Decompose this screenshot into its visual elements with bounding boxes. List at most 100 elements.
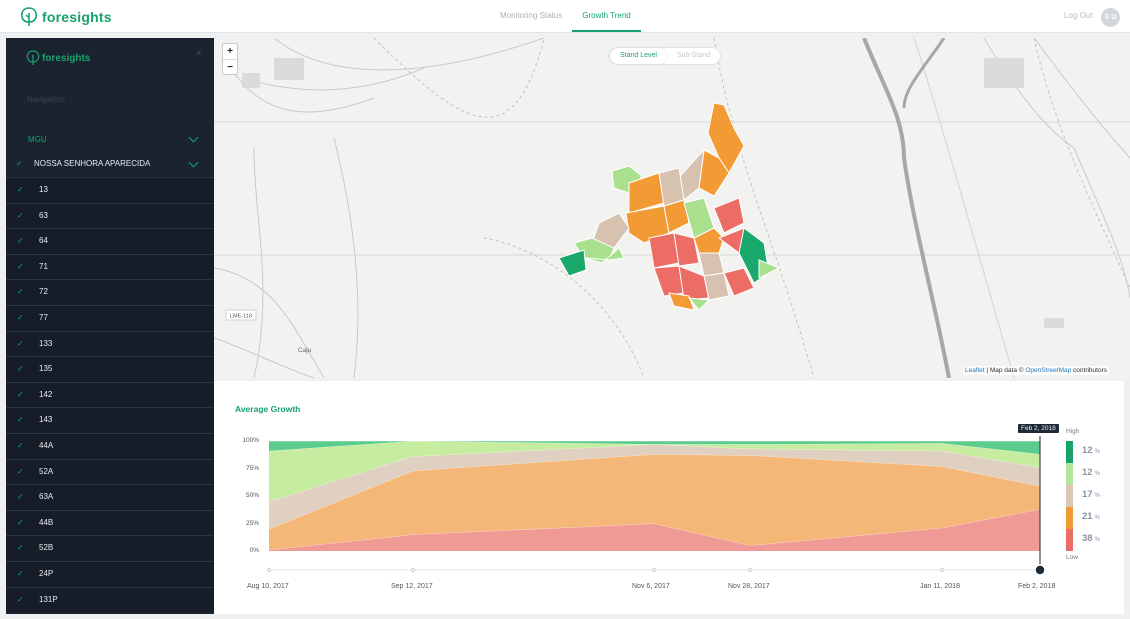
stand-list: ✓ 13 ✓ 63 ✓ 64 ✓ 71 ✓ 72 ✓ 77 ✓ 133 ✓ 135 ✓ 142 ✓ 143 ✓ 44A ✓ 5… xyxy=(6,177,214,613)
sidebar-item-131p[interactable]: ✓ 131P xyxy=(6,586,214,613)
mgu-dropdown[interactable]: MGU xyxy=(6,131,214,147)
check-icon: ✓ xyxy=(17,185,24,194)
legend-percent-0: 12% xyxy=(1082,445,1100,456)
legend-swatch-2 xyxy=(1066,485,1073,507)
sidebar-close-icon[interactable]: × xyxy=(196,48,202,58)
legend-swatch-0 xyxy=(1066,441,1073,463)
sidebar-item-13[interactable]: ✓ 13 xyxy=(6,177,214,203)
tree-logo-icon xyxy=(26,50,40,65)
sidebar-item-44b[interactable]: ✓ 44B xyxy=(6,509,214,536)
sidebar-item-label: 64 xyxy=(39,236,48,246)
sidebar-item-135[interactable]: ✓ 135 xyxy=(6,356,214,382)
zoom-in-button[interactable]: + xyxy=(227,46,233,57)
sidebar-item-44a[interactable]: ✓ 44A xyxy=(6,432,214,459)
sidebar: foresights × Navigation MGU ✓ NOSSA SENH… xyxy=(6,38,214,614)
sub-stand-option[interactable]: Sub-Stand xyxy=(676,52,711,59)
sidebar-item-64[interactable]: ✓ 64 xyxy=(6,228,214,254)
sidebar-item-label: 44B xyxy=(39,517,54,527)
check-icon: ✓ xyxy=(17,364,24,374)
mgu-label: MGU xyxy=(28,135,47,144)
legend-high-label: High xyxy=(1066,428,1080,435)
top-tabs: Monitoring Status Growth Trend xyxy=(490,0,641,32)
sidebar-item-143[interactable]: ✓ 143 xyxy=(6,407,214,433)
sidebar-item-label: 63A xyxy=(39,492,54,502)
osm-link[interactable]: OpenStreetMap xyxy=(1025,367,1072,374)
chevron-down-icon xyxy=(188,157,199,168)
legend-percent-unit: % xyxy=(1094,471,1100,477)
tab-growth-trend[interactable]: Growth Trend xyxy=(572,0,641,32)
tab-monitoring-status[interactable]: Monitoring Status xyxy=(500,11,563,20)
x-tick-label: Nov 6, 2017 xyxy=(632,583,670,590)
sidebar-item-77[interactable]: ✓ 77 xyxy=(6,304,214,331)
y-tick-label: 75% xyxy=(245,464,259,472)
x-tick-label: Feb 2, 2018 xyxy=(1018,583,1056,590)
area-chart xyxy=(266,436,1073,576)
area-series-1 xyxy=(269,454,1040,550)
check-icon: ✓ xyxy=(17,440,24,450)
attribution-text: | Map data © xyxy=(984,367,1026,374)
timeline-point[interactable] xyxy=(410,567,416,573)
legend-percent-unit: % xyxy=(1094,537,1100,543)
logout-link[interactable]: Log Out xyxy=(1064,11,1093,20)
x-tick-label: Nov 28, 2017 xyxy=(728,583,770,590)
sidebar-item-label: 52B xyxy=(39,543,54,553)
check-icon: ✓ xyxy=(17,389,24,399)
map-attribution: Leaflet | Map data © OpenStreetMap contr… xyxy=(963,366,1110,375)
legend-swatch-1 xyxy=(1066,463,1073,485)
zoom-out-button[interactable]: − xyxy=(223,59,237,74)
timeline-point[interactable] xyxy=(266,567,272,573)
sidebar-item-52a[interactable]: ✓ 52A xyxy=(6,458,214,485)
sidebar-item-label: 143 xyxy=(39,415,53,425)
tree-logo-icon xyxy=(20,6,38,26)
sidebar-item-63a[interactable]: ✓ 63A xyxy=(6,484,214,510)
top-bar: foresights Monitoring Status Growth Tren… xyxy=(0,0,1130,33)
sidebar-item-63[interactable]: ✓ 63 xyxy=(6,202,214,229)
sidebar-item-label: 13 xyxy=(39,185,48,194)
sidebar-item-label: 63 xyxy=(39,210,48,220)
timeline-point[interactable] xyxy=(651,567,657,573)
x-tick-label: Jan 11, 2018 xyxy=(920,583,960,590)
sidebar-item-71[interactable]: ✓ 71 xyxy=(6,253,214,280)
navigation-heading: Navigation xyxy=(27,95,65,104)
legend-percent-4: 38% xyxy=(1082,533,1100,544)
sidebar-item-142[interactable]: ✓ 142 xyxy=(6,381,214,408)
farm-dropdown[interactable]: ✓ NOSSA SENHORA APARECIDA xyxy=(6,155,214,175)
y-tick-label: 0% xyxy=(249,547,259,554)
timeline-handle[interactable] xyxy=(1034,564,1046,576)
leaflet-link[interactable]: Leaflet xyxy=(965,367,985,374)
sidebar-item-label: 24P xyxy=(39,568,54,578)
map-view[interactable]: LME-118 Caju + − Stand Level Sub-Stand L… xyxy=(214,38,1130,378)
sidebar-item-133[interactable]: ✓ 133 xyxy=(6,330,214,357)
map-canvas[interactable]: LME-118 Caju xyxy=(214,38,1130,378)
check-icon: ✓ xyxy=(17,236,24,246)
road-label-lme118: LME-118 xyxy=(230,314,252,320)
sidebar-brand-name: foresights xyxy=(42,52,91,64)
sidebar-item-72[interactable]: ✓ 72 xyxy=(6,279,214,305)
level-toggle: Stand Level Sub-Stand xyxy=(610,48,721,64)
check-icon: ✓ xyxy=(17,287,24,297)
sidebar-item-24p[interactable]: ✓ 24P xyxy=(6,560,214,587)
sidebar-item-label: 135 xyxy=(39,364,53,374)
legend-percent-1: 12% xyxy=(1082,467,1100,478)
chevron-down-icon xyxy=(188,132,199,143)
area-series-3 xyxy=(269,441,1040,502)
brand-logo[interactable]: foresights xyxy=(20,6,112,27)
timeline-point[interactable] xyxy=(747,567,753,573)
user-avatar[interactable]: S U xyxy=(1101,8,1120,27)
sidebar-item-52b[interactable]: ✓ 52B xyxy=(6,535,214,561)
check-icon: ✓ xyxy=(17,517,24,527)
check-icon: ✓ xyxy=(17,543,24,553)
check-icon: ✓ xyxy=(17,338,24,348)
timeline-point[interactable] xyxy=(939,567,945,573)
stand-level-option[interactable]: Stand Level xyxy=(610,48,667,64)
y-tick-label: 25% xyxy=(245,519,259,527)
check-icon: ✓ xyxy=(17,594,24,604)
growth-chart-panel: Average Growth 100% 75% 50% 25% 0% Aug 10, 2… xyxy=(214,381,1124,614)
legend-percent-value: 12 xyxy=(1082,467,1093,478)
legend-percent-value: 38 xyxy=(1082,533,1093,544)
check-icon: ✓ xyxy=(17,312,24,322)
attribution-tail: contributors xyxy=(1071,367,1108,374)
zoom-control: + − xyxy=(222,43,238,75)
legend-percent-unit: % xyxy=(1094,493,1100,499)
legend-swatch-4 xyxy=(1066,529,1073,551)
